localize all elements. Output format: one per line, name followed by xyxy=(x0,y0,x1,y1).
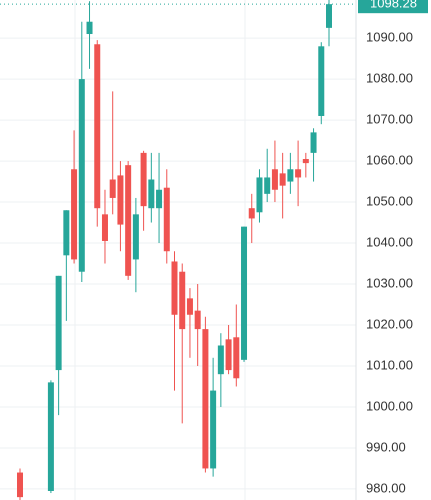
y-tick-label: 1060.00 xyxy=(366,153,413,168)
candle-body xyxy=(295,169,302,178)
candle-body xyxy=(132,214,139,260)
candle-body xyxy=(171,261,178,315)
y-tick-label: 1080.00 xyxy=(366,71,413,86)
y-tick-label: 1040.00 xyxy=(366,234,413,249)
y-tick-label: 1050.00 xyxy=(366,193,413,208)
last-price-box xyxy=(358,0,428,14)
candle-body xyxy=(156,189,163,209)
candle-body xyxy=(86,21,93,35)
candle-body xyxy=(210,390,217,469)
candle-body xyxy=(248,208,255,219)
candle-body xyxy=(186,298,193,315)
candle-body xyxy=(202,329,209,469)
candle-body xyxy=(179,271,186,330)
candle-body xyxy=(264,177,271,194)
candle-body xyxy=(55,275,62,371)
candle-body xyxy=(271,169,278,190)
candle-body xyxy=(302,159,309,164)
candle-body xyxy=(310,132,317,153)
candle-body xyxy=(163,187,170,252)
y-tick-label: 1030.00 xyxy=(366,275,413,290)
candle-body xyxy=(279,173,286,186)
candle-body xyxy=(256,177,263,213)
candle-body xyxy=(125,165,132,276)
candle-body xyxy=(233,337,240,379)
y-tick-label: 1090.00 xyxy=(366,30,413,45)
y-tick-label: 980.00 xyxy=(366,480,406,495)
candle-body xyxy=(194,310,201,330)
candle-body xyxy=(241,226,248,360)
candle-body xyxy=(47,382,54,491)
y-tick-label: 990.00 xyxy=(366,439,406,454)
candle-body xyxy=(94,44,101,209)
candle-body xyxy=(326,4,332,28)
candle-body xyxy=(63,210,70,256)
candle-body xyxy=(117,175,124,225)
candle-body xyxy=(225,339,232,371)
candle-body xyxy=(78,79,85,272)
last-price-label: 1098.28 xyxy=(370,0,417,11)
candle-body xyxy=(287,169,294,182)
y-tick-label: 1000.00 xyxy=(366,398,413,413)
y-tick-label: 1010.00 xyxy=(366,357,413,372)
y-tick-label: 1020.00 xyxy=(366,316,413,331)
candle-body xyxy=(109,179,116,198)
candle-body xyxy=(318,46,325,116)
y-tick-label: 1070.00 xyxy=(366,112,413,127)
candle-body xyxy=(148,179,155,209)
candle-body xyxy=(17,472,23,498)
candle-body xyxy=(71,169,78,260)
candle-body xyxy=(101,214,108,241)
candle-body xyxy=(140,152,147,207)
candle-body xyxy=(217,345,224,375)
